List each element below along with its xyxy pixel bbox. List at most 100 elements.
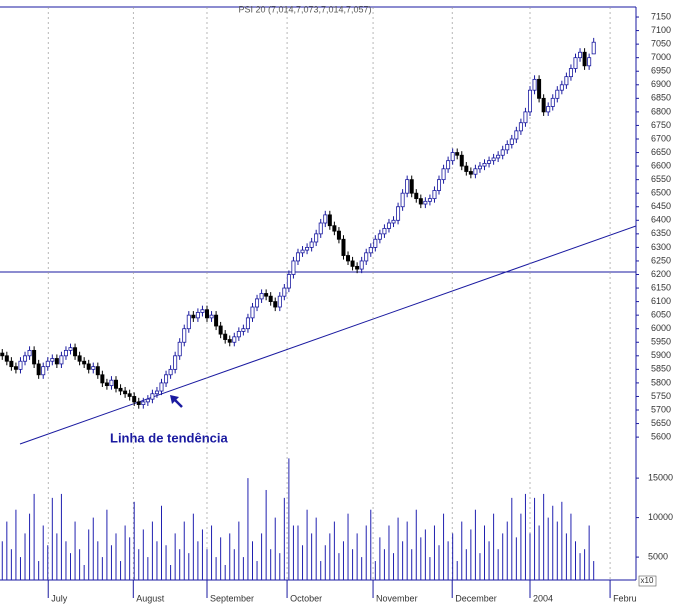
candle-body bbox=[323, 214, 328, 224]
candle-body bbox=[13, 366, 18, 370]
candle-body bbox=[223, 333, 228, 340]
candle-body bbox=[409, 179, 414, 194]
y-tick-label: 5700 bbox=[651, 404, 671, 414]
candle-body bbox=[177, 341, 182, 357]
candle-body bbox=[200, 309, 205, 313]
candle-body bbox=[423, 200, 428, 205]
x-tick-label: September bbox=[210, 593, 254, 603]
candle-body bbox=[532, 78, 537, 91]
candle-body bbox=[241, 328, 246, 332]
y-tick-label: 6550 bbox=[651, 174, 671, 184]
candle-body bbox=[100, 374, 105, 384]
y-tick-label: 7050 bbox=[651, 39, 671, 49]
y-tick-label: 6250 bbox=[651, 255, 671, 265]
x-tick-label: Febru bbox=[613, 593, 637, 603]
candle-body bbox=[150, 393, 155, 400]
candle-body bbox=[432, 190, 437, 200]
candle-body bbox=[204, 309, 209, 319]
y-tick-label: 5900 bbox=[651, 350, 671, 360]
candle-body bbox=[514, 130, 519, 140]
candle-body bbox=[159, 382, 164, 392]
candle-body bbox=[346, 255, 351, 262]
candle-body bbox=[559, 84, 564, 91]
candle-body bbox=[455, 152, 460, 156]
y-tick-label: 6700 bbox=[651, 133, 671, 143]
candle-body bbox=[68, 347, 73, 351]
candle-body bbox=[182, 328, 187, 343]
candle-body bbox=[568, 68, 573, 78]
candle-body bbox=[587, 57, 592, 67]
candle-body bbox=[154, 390, 159, 395]
y-tick-label: 6800 bbox=[651, 106, 671, 116]
candle-body bbox=[27, 349, 32, 357]
y-tick-label: 7100 bbox=[651, 25, 671, 35]
candle-body bbox=[232, 336, 237, 343]
candle-body bbox=[405, 179, 410, 194]
candle-body bbox=[473, 168, 478, 175]
candle-body bbox=[259, 293, 264, 300]
candle-body bbox=[523, 111, 528, 124]
arrow bbox=[170, 395, 183, 408]
candle-body bbox=[414, 192, 419, 200]
y-tick-label: 6100 bbox=[651, 296, 671, 306]
y-tick-label: 6450 bbox=[651, 201, 671, 211]
candle-body bbox=[273, 301, 278, 308]
y-tick-label: 6350 bbox=[651, 228, 671, 238]
candle-body bbox=[573, 57, 578, 69]
candle-body bbox=[578, 51, 583, 59]
candle-body bbox=[32, 349, 37, 365]
candle-body bbox=[50, 358, 55, 362]
candle-body bbox=[391, 219, 396, 224]
candle-body bbox=[86, 363, 91, 370]
candle-body bbox=[255, 298, 260, 308]
y-tick-label: 6000 bbox=[651, 323, 671, 333]
x-tick-label: October bbox=[290, 593, 322, 603]
candle-body bbox=[277, 295, 282, 308]
candle-body bbox=[364, 252, 369, 262]
candle-body bbox=[132, 396, 137, 403]
candle-body bbox=[82, 360, 87, 365]
annotation: Linha de tendência bbox=[110, 430, 229, 445]
candle-body bbox=[537, 78, 542, 99]
y-tick-label: 5850 bbox=[651, 364, 671, 374]
candle-body bbox=[377, 233, 382, 240]
candle-body bbox=[282, 287, 287, 297]
candle-body bbox=[73, 347, 78, 357]
x-tick-label: 2004 bbox=[533, 593, 553, 603]
candle-body bbox=[418, 198, 423, 205]
candle-body bbox=[268, 295, 273, 303]
x-tick-label: July bbox=[51, 593, 68, 603]
trend-line bbox=[19, 225, 637, 445]
candle-body bbox=[332, 225, 337, 232]
candle-body bbox=[145, 398, 150, 403]
candle-body bbox=[373, 238, 378, 248]
candle-body bbox=[127, 393, 132, 397]
candle-body bbox=[509, 138, 514, 145]
candle-body bbox=[518, 122, 523, 132]
candle-body bbox=[109, 379, 114, 387]
candle-body bbox=[305, 246, 310, 251]
y-tick-label: 5950 bbox=[651, 337, 671, 347]
x-tick-label: November bbox=[376, 593, 418, 603]
y-tick-label: 6750 bbox=[651, 120, 671, 130]
candle-body bbox=[441, 168, 446, 181]
candle-body bbox=[191, 314, 196, 319]
candle-body bbox=[45, 360, 50, 368]
candle-body bbox=[496, 154, 501, 159]
y-tick-label: 6950 bbox=[651, 66, 671, 76]
candle-body bbox=[95, 366, 100, 376]
candle-body bbox=[427, 198, 432, 202]
volume-unit: x10 bbox=[641, 576, 654, 585]
candle-body bbox=[341, 238, 346, 256]
candle-body bbox=[54, 358, 59, 365]
candle-body bbox=[487, 160, 492, 164]
candle-body bbox=[459, 154, 464, 167]
candle-body bbox=[468, 171, 473, 175]
candle-body bbox=[300, 249, 305, 254]
candle-body bbox=[195, 312, 200, 319]
candle-body bbox=[582, 51, 587, 67]
chart-title: PSI 20 (7,014,7,073,7,014,7,057) bbox=[238, 4, 371, 14]
candle-body bbox=[118, 387, 123, 392]
candle-body bbox=[214, 314, 219, 327]
